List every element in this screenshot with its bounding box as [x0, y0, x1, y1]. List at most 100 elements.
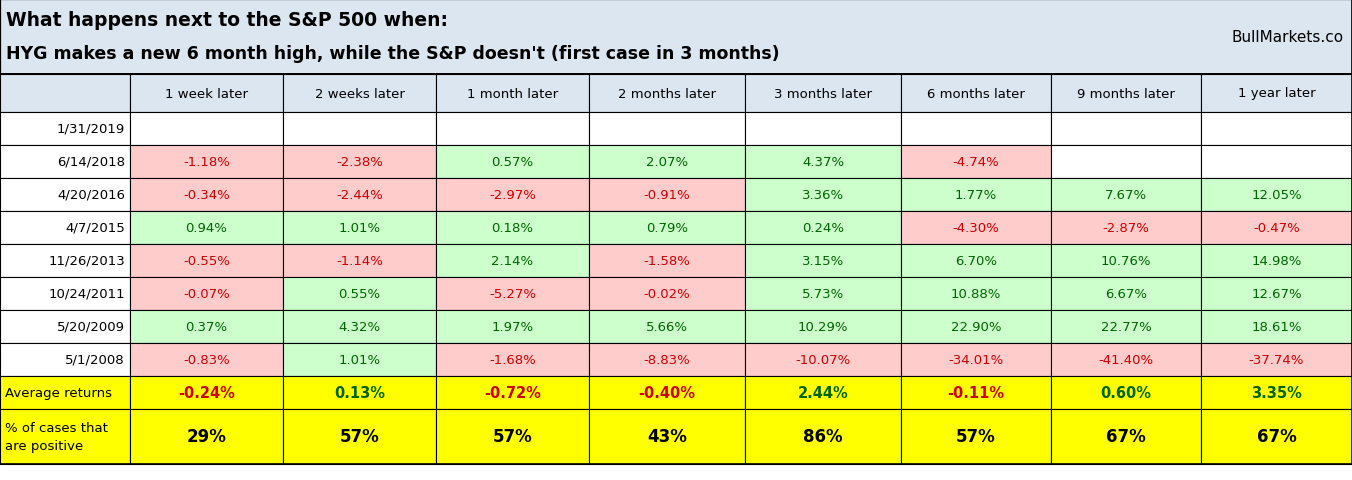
Text: 0.18%: 0.18%: [492, 222, 534, 235]
Bar: [0, 376, 130, 409]
Text: 1/31/2019: 1/31/2019: [57, 123, 124, 136]
Text: 6/14/2018: 6/14/2018: [57, 156, 124, 168]
Text: -0.55%: -0.55%: [183, 254, 230, 267]
Bar: [745, 179, 900, 212]
Bar: [435, 376, 589, 409]
Text: -0.91%: -0.91%: [644, 189, 691, 202]
Bar: [0, 0, 1352, 75]
Text: 1 week later: 1 week later: [165, 87, 247, 100]
Text: -0.72%: -0.72%: [484, 385, 541, 400]
Text: 22.77%: 22.77%: [1101, 320, 1152, 333]
Bar: [1201, 277, 1352, 311]
Bar: [0, 0, 1352, 75]
Bar: [1201, 113, 1352, 146]
Bar: [745, 113, 900, 146]
Text: 5/1/2008: 5/1/2008: [65, 353, 124, 366]
Bar: [435, 244, 589, 277]
Bar: [283, 146, 435, 179]
Bar: [745, 75, 900, 113]
Bar: [1051, 212, 1201, 244]
Text: 1 month later: 1 month later: [466, 87, 558, 100]
Text: -1.58%: -1.58%: [644, 254, 691, 267]
Text: -2.97%: -2.97%: [489, 189, 535, 202]
Bar: [900, 113, 1051, 146]
Text: 2.14%: 2.14%: [491, 254, 534, 267]
Bar: [435, 409, 589, 464]
Bar: [435, 343, 589, 376]
Bar: [589, 146, 745, 179]
Text: 7.67%: 7.67%: [1105, 189, 1146, 202]
Bar: [283, 75, 435, 113]
Bar: [130, 212, 283, 244]
Bar: [435, 75, 589, 113]
Bar: [130, 409, 283, 464]
Bar: [589, 311, 745, 343]
Text: 5.73%: 5.73%: [802, 288, 844, 300]
Text: -2.87%: -2.87%: [1103, 222, 1149, 235]
Bar: [0, 75, 130, 113]
Bar: [589, 343, 745, 376]
Bar: [283, 244, 435, 277]
Text: 67%: 67%: [1256, 428, 1297, 445]
Text: 2.07%: 2.07%: [646, 156, 688, 168]
Text: 10.88%: 10.88%: [950, 288, 1002, 300]
Bar: [745, 212, 900, 244]
Bar: [589, 212, 745, 244]
Bar: [130, 244, 283, 277]
Text: 9 months later: 9 months later: [1078, 87, 1175, 100]
Text: -4.30%: -4.30%: [953, 222, 999, 235]
Bar: [283, 409, 435, 464]
Text: 86%: 86%: [803, 428, 842, 445]
Bar: [1051, 113, 1201, 146]
Text: -0.24%: -0.24%: [178, 385, 235, 400]
Text: 10.29%: 10.29%: [798, 320, 848, 333]
Bar: [745, 277, 900, 311]
Bar: [1051, 146, 1201, 179]
Bar: [745, 343, 900, 376]
Text: -2.44%: -2.44%: [337, 189, 383, 202]
Bar: [1051, 244, 1201, 277]
Bar: [1201, 75, 1352, 113]
Text: 1.01%: 1.01%: [338, 222, 380, 235]
Text: 57%: 57%: [492, 428, 533, 445]
Text: 6.67%: 6.67%: [1105, 288, 1146, 300]
Text: 6 months later: 6 months later: [927, 87, 1025, 100]
Text: -1.18%: -1.18%: [183, 156, 230, 168]
Text: -8.83%: -8.83%: [644, 353, 691, 366]
Text: % of cases that: % of cases that: [5, 421, 108, 434]
Text: are positive: are positive: [5, 439, 84, 453]
Bar: [745, 146, 900, 179]
Text: -1.14%: -1.14%: [337, 254, 383, 267]
Bar: [900, 179, 1051, 212]
Text: -4.74%: -4.74%: [953, 156, 999, 168]
Bar: [589, 244, 745, 277]
Bar: [1051, 179, 1201, 212]
Bar: [1051, 409, 1201, 464]
Text: 1.77%: 1.77%: [955, 189, 998, 202]
Bar: [435, 113, 589, 146]
Text: -0.40%: -0.40%: [638, 385, 695, 400]
Bar: [1201, 179, 1352, 212]
Bar: [1201, 212, 1352, 244]
Text: 67%: 67%: [1106, 428, 1146, 445]
Bar: [283, 113, 435, 146]
Bar: [900, 311, 1051, 343]
Text: 1.97%: 1.97%: [491, 320, 534, 333]
Bar: [0, 212, 130, 244]
Bar: [745, 244, 900, 277]
Bar: [283, 376, 435, 409]
Bar: [1201, 311, 1352, 343]
Text: -37.74%: -37.74%: [1249, 353, 1305, 366]
Bar: [0, 0, 1352, 75]
Bar: [1201, 376, 1352, 409]
Text: 0.57%: 0.57%: [491, 156, 534, 168]
Bar: [589, 376, 745, 409]
Bar: [283, 277, 435, 311]
Text: 5.66%: 5.66%: [646, 320, 688, 333]
Text: 6.70%: 6.70%: [955, 254, 996, 267]
Bar: [130, 343, 283, 376]
Text: 0.79%: 0.79%: [646, 222, 688, 235]
Text: 0.94%: 0.94%: [185, 222, 227, 235]
Text: What happens next to the S&P 500 when:: What happens next to the S&P 500 when:: [5, 12, 448, 30]
Text: 0.60%: 0.60%: [1101, 385, 1152, 400]
